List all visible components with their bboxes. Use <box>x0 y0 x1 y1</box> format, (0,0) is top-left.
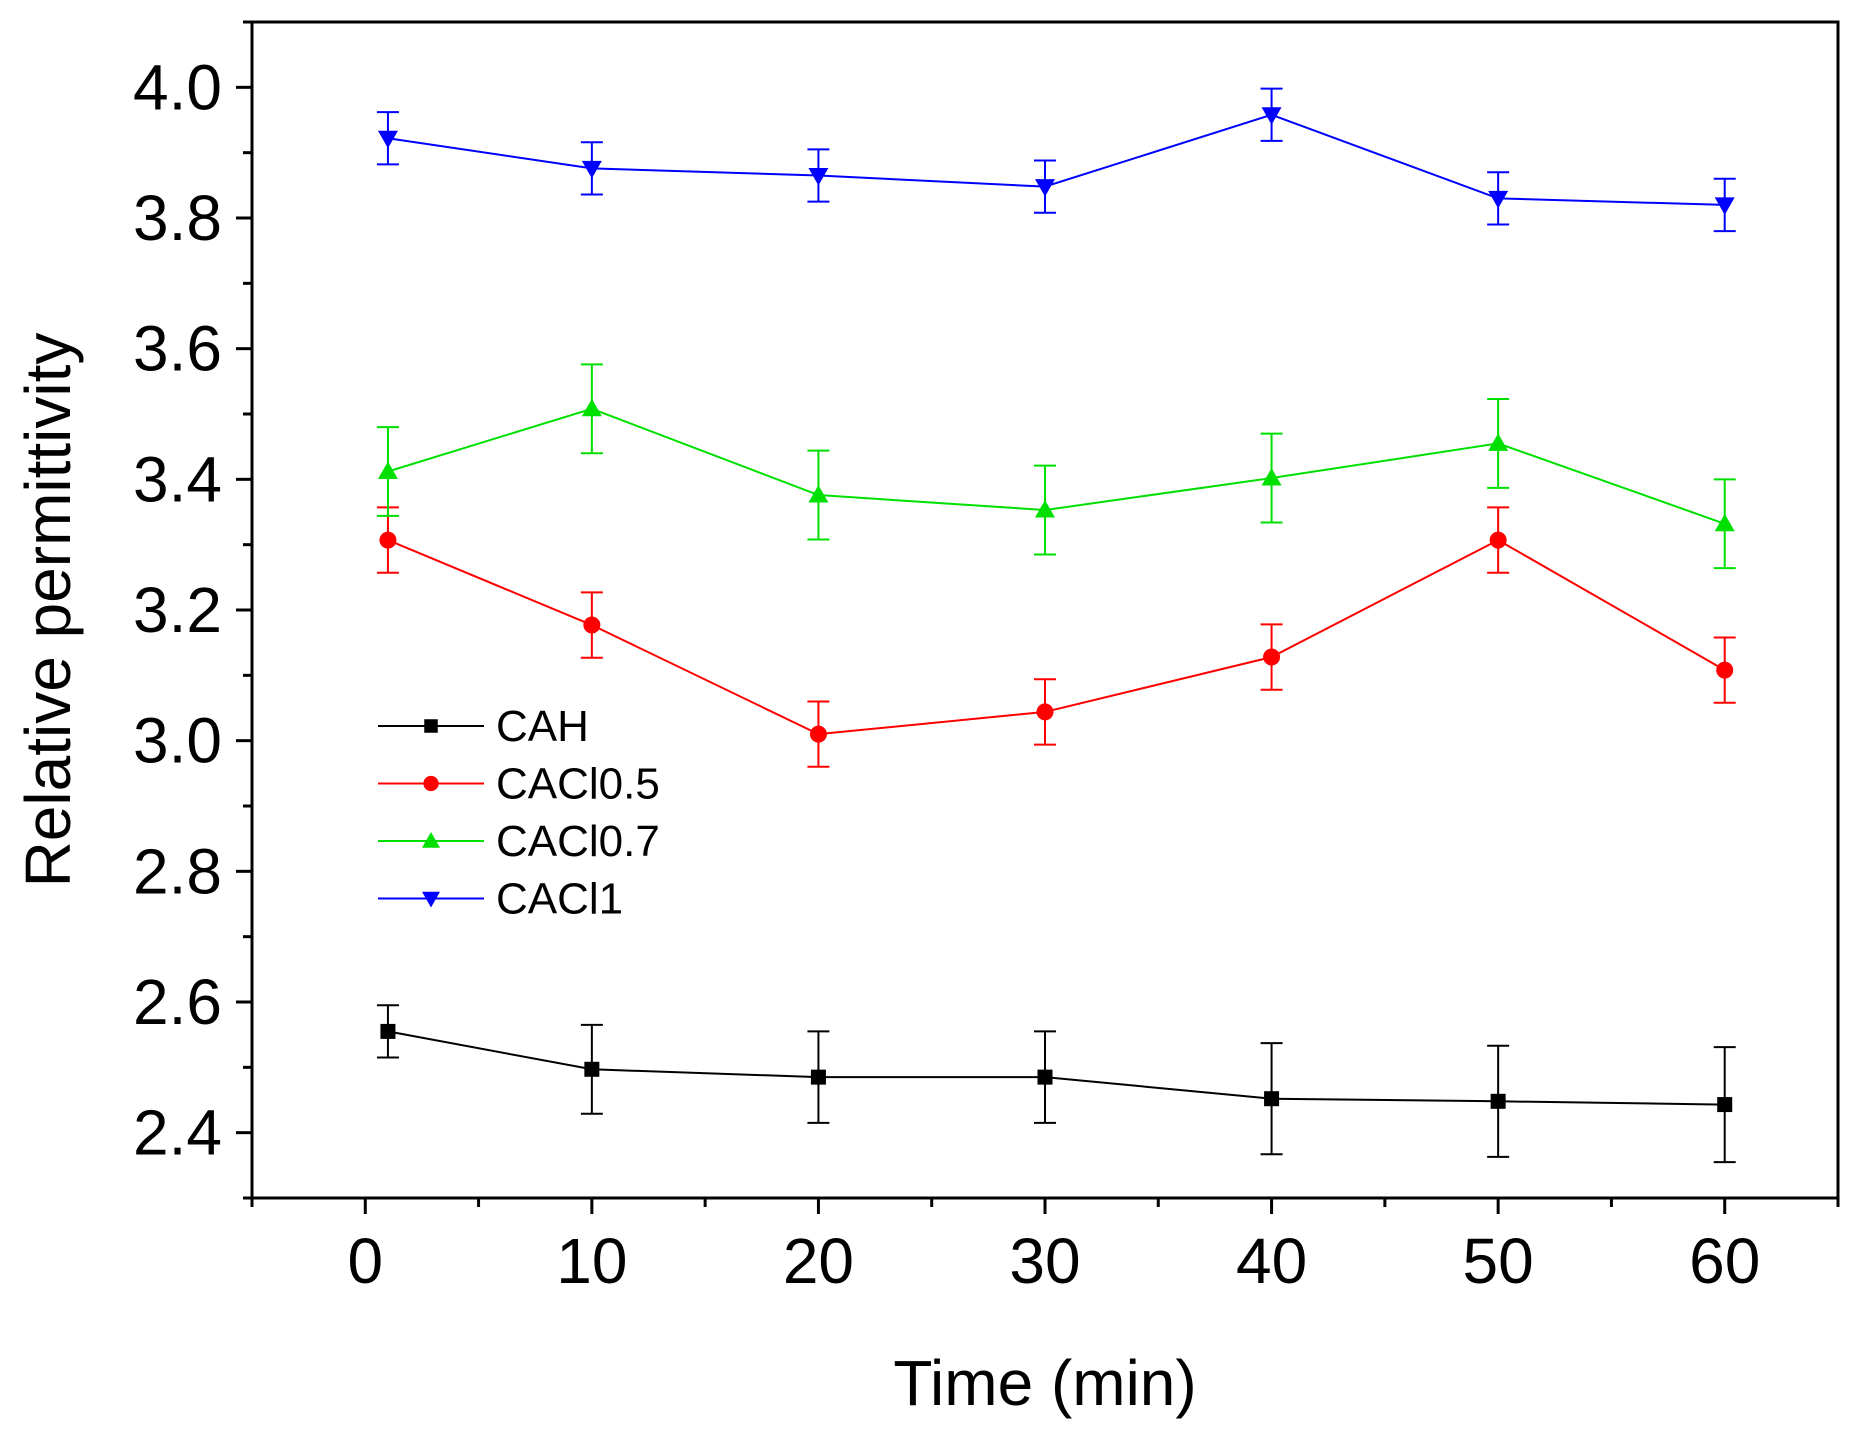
legend-label: CACl1 <box>496 875 623 924</box>
data-point <box>380 1023 396 1039</box>
data-point <box>809 725 827 743</box>
y-tick-label: 3.8 <box>133 182 222 254</box>
data-point <box>584 1061 600 1077</box>
data-point <box>1488 190 1509 209</box>
data-point <box>581 398 602 417</box>
data-point <box>1488 433 1509 451</box>
data-point <box>1261 107 1282 125</box>
data-point <box>808 485 829 503</box>
x-tick-label: 0 <box>347 1225 383 1297</box>
y-axis: 2.4 2.6 2.8 3.0 3.2 3.4 3.6 3.8 4.0 <box>133 20 252 1200</box>
data-point <box>1263 648 1281 666</box>
data-point <box>1716 661 1734 679</box>
data-point <box>810 1069 826 1085</box>
y-tick-label: 3.0 <box>133 705 222 777</box>
data-point <box>1714 197 1735 215</box>
legend-label: CAH <box>496 702 589 751</box>
x-tick-label: 50 <box>1463 1225 1534 1297</box>
data-point <box>808 168 829 186</box>
y-tick-label: 2.8 <box>133 835 222 907</box>
y-tick-label: 2.6 <box>133 966 222 1038</box>
data-point <box>1037 1069 1053 1085</box>
series-cacl1 <box>376 87 1736 233</box>
series-cah <box>376 1004 1736 1164</box>
series-line <box>387 113 1725 206</box>
x-tick-label: 10 <box>556 1225 627 1297</box>
y-tick-label: 3.2 <box>133 574 222 646</box>
series-cacl0-5 <box>376 506 1736 768</box>
y-tick-label: 2.4 <box>133 1097 222 1169</box>
data-point <box>1261 468 1282 486</box>
x-tick-label: 20 <box>783 1225 854 1297</box>
x-tick-label: 30 <box>1009 1225 1080 1297</box>
data-point <box>1489 531 1507 549</box>
x-tick-label: 40 <box>1236 1225 1307 1297</box>
data-point <box>581 160 602 179</box>
data-point <box>1036 703 1054 721</box>
data-point <box>583 616 601 634</box>
y-tick-label: 3.6 <box>133 313 222 385</box>
data-point <box>1490 1093 1506 1109</box>
legend-marker <box>422 832 440 848</box>
y-tick-label: 4.0 <box>133 51 222 123</box>
legend-marker <box>422 891 440 908</box>
x-tick-label: 60 <box>1689 1225 1760 1297</box>
legend-item: CACl1 <box>378 875 623 924</box>
data-point <box>1717 1097 1733 1113</box>
series-layer <box>376 87 1736 1164</box>
data-point <box>1714 513 1735 532</box>
legend-item: CACl0.7 <box>378 817 660 866</box>
legend-marker <box>424 719 438 733</box>
legend-item: CACl0.5 <box>378 760 660 809</box>
data-point <box>377 130 398 149</box>
legend-item: CAH <box>378 702 589 751</box>
series-cacl0-7 <box>376 363 1736 570</box>
x-axis-title: Time (min) <box>893 1347 1196 1419</box>
data-point <box>1035 500 1055 518</box>
data-point <box>1035 179 1055 197</box>
y-tick-label: 3.4 <box>133 443 222 515</box>
x-axis: 0 10 20 30 40 50 60 <box>250 1198 1840 1297</box>
series-line <box>387 407 1726 525</box>
y-axis-title: Relative permittivity <box>12 333 84 888</box>
data-point <box>1264 1091 1280 1107</box>
legend-label: CACl0.5 <box>496 760 660 809</box>
data-point <box>377 461 398 479</box>
legend-label: CACl0.7 <box>496 817 660 866</box>
legend-marker <box>423 775 439 792</box>
data-point <box>379 531 397 549</box>
legend: CAH CACl0.5 CACl0.7 CACl1 <box>378 702 660 924</box>
